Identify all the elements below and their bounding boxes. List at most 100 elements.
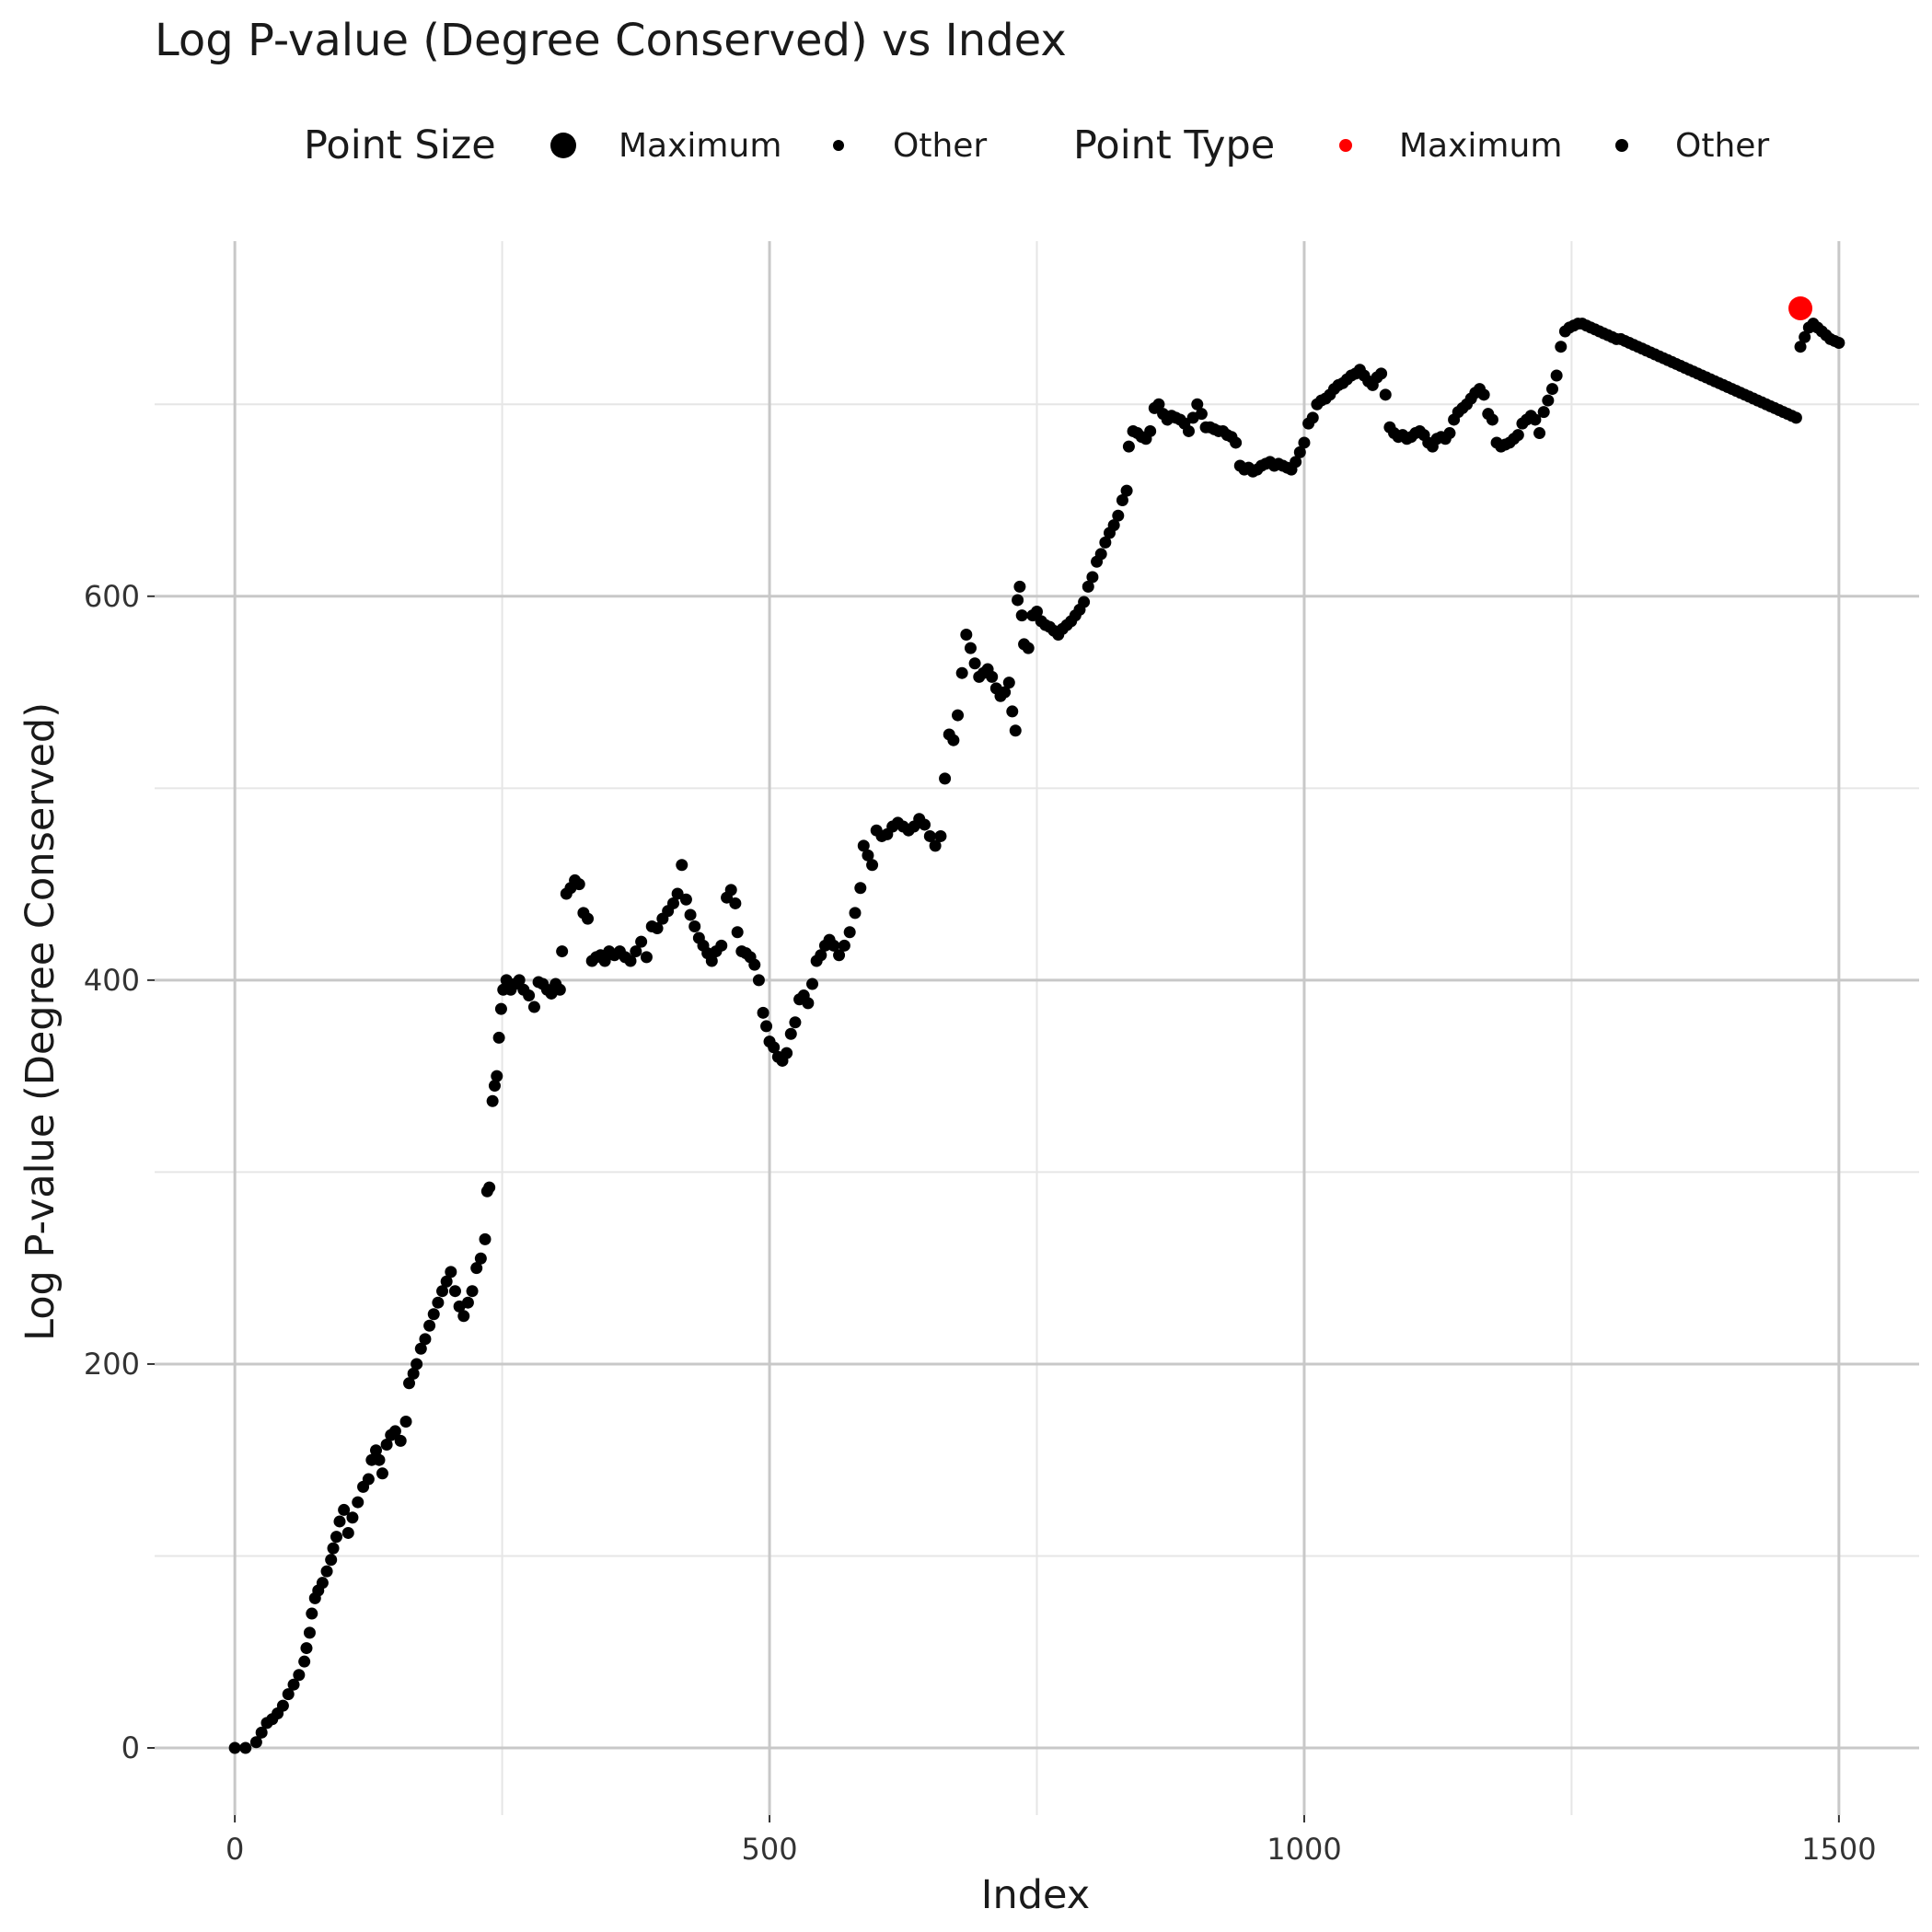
legend-title-point-size: Point Size xyxy=(304,122,496,168)
data-point xyxy=(1230,436,1243,449)
data-point xyxy=(325,1554,338,1567)
x-tick-label: 1000 xyxy=(1267,1832,1341,1867)
data-point xyxy=(346,1511,359,1524)
data-point xyxy=(239,1741,252,1754)
data-point xyxy=(854,882,867,895)
data-point xyxy=(624,954,637,967)
data-point xyxy=(403,1377,416,1390)
data-points xyxy=(228,295,1845,1754)
data-point xyxy=(1122,440,1135,453)
data-point xyxy=(815,949,827,962)
axis-ticks: 0 500 1000 1500 0 200 400 600 xyxy=(84,579,1877,1867)
data-point xyxy=(1116,494,1128,507)
data-point xyxy=(303,1626,316,1639)
data-point xyxy=(666,897,679,909)
data-point xyxy=(474,1252,487,1265)
data-point xyxy=(369,1444,382,1457)
data-point xyxy=(715,939,728,952)
data-point xyxy=(952,709,965,722)
data-point xyxy=(492,1031,505,1044)
data-point xyxy=(1306,411,1319,424)
data-point xyxy=(752,974,765,987)
data-point xyxy=(802,997,815,1010)
data-point xyxy=(955,666,968,679)
legend-label-size-other: Other xyxy=(893,127,987,165)
data-point xyxy=(282,1688,295,1701)
data-point xyxy=(838,939,850,952)
data-point xyxy=(1375,367,1388,380)
data-point xyxy=(781,1047,793,1059)
data-point xyxy=(843,926,856,939)
data-point xyxy=(934,829,947,842)
data-point xyxy=(833,949,846,962)
data-point xyxy=(399,1416,412,1428)
data-point xyxy=(1486,413,1498,426)
data-point xyxy=(1799,330,1811,343)
data-point xyxy=(352,1496,364,1509)
data-point xyxy=(676,859,688,872)
data-point xyxy=(849,907,862,920)
data-point xyxy=(789,1016,802,1029)
data-point xyxy=(1031,605,1043,618)
data-point-maximum xyxy=(1788,295,1813,320)
data-point xyxy=(1013,580,1026,593)
legend-key-size-maximum xyxy=(550,133,576,158)
data-point xyxy=(1794,341,1807,353)
data-point xyxy=(760,1020,773,1033)
x-axis-title: Index xyxy=(981,1872,1090,1918)
data-point xyxy=(523,989,536,1002)
data-point xyxy=(440,1275,453,1288)
legend-key-type-maximum xyxy=(1339,139,1352,152)
data-point xyxy=(748,958,761,971)
data-point xyxy=(635,935,648,948)
data-point xyxy=(276,1699,289,1712)
data-point xyxy=(300,1642,313,1655)
chart-title: Log P-value (Degree Conserved) vs Index xyxy=(155,15,1067,66)
data-point xyxy=(316,1577,329,1590)
data-point xyxy=(1006,705,1019,718)
data-point xyxy=(1443,427,1456,440)
data-point xyxy=(1078,596,1091,608)
data-point xyxy=(1120,484,1133,497)
data-point xyxy=(228,1741,241,1754)
data-point xyxy=(1545,383,1558,396)
data-point xyxy=(427,1308,440,1321)
data-point xyxy=(1789,411,1802,424)
data-point xyxy=(448,1285,461,1298)
data-point xyxy=(1182,424,1195,437)
data-point xyxy=(457,1310,470,1323)
data-point xyxy=(466,1285,479,1298)
data-point xyxy=(757,1006,769,1019)
data-point xyxy=(598,954,611,967)
data-point xyxy=(1009,724,1022,737)
data-point xyxy=(671,887,684,900)
x-tick-label: 500 xyxy=(742,1832,798,1867)
x-tick-label: 0 xyxy=(226,1832,244,1867)
data-point xyxy=(494,1002,507,1015)
data-point xyxy=(1511,429,1524,442)
data-point xyxy=(327,1542,340,1555)
data-point xyxy=(338,1503,351,1516)
data-point xyxy=(298,1655,311,1668)
data-point xyxy=(968,657,981,670)
data-point xyxy=(461,1296,474,1309)
data-point xyxy=(1012,594,1024,607)
data-point xyxy=(380,1439,393,1452)
data-point xyxy=(947,734,960,746)
data-point xyxy=(862,849,874,862)
data-point xyxy=(919,818,931,831)
y-tick-label: 600 xyxy=(84,579,140,614)
data-point xyxy=(939,772,952,785)
data-point xyxy=(1082,580,1094,593)
data-point xyxy=(330,1531,343,1544)
y-tick-label: 400 xyxy=(84,963,140,998)
legend-key-size-other xyxy=(833,140,844,151)
data-point xyxy=(432,1296,445,1309)
data-point xyxy=(1107,519,1120,532)
data-point xyxy=(1542,394,1555,407)
data-point xyxy=(491,1070,503,1082)
data-point xyxy=(1195,408,1208,421)
data-point xyxy=(573,878,585,891)
data-point xyxy=(373,1453,386,1466)
data-point xyxy=(1094,548,1107,561)
